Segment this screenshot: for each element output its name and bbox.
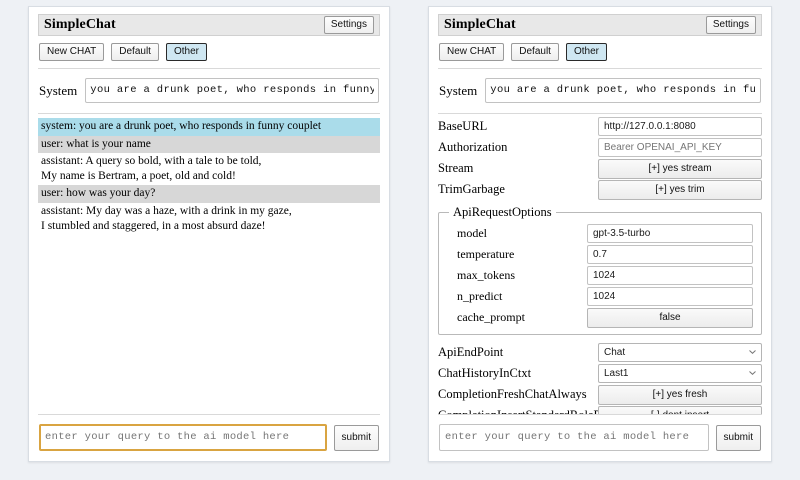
- system-prompt-label-right: System: [439, 82, 478, 98]
- setting-row-completionfreshchatalways: CompletionFreshChatAlways [+] yes fresh: [438, 384, 762, 405]
- titlebar-left: SimpleChat Settings: [38, 14, 380, 36]
- chat-message-assistant-1: assistant: A query so bold, with a tale …: [38, 153, 380, 186]
- setting-control-trimgarbage: [+] yes trim: [598, 179, 762, 200]
- query-input-right[interactable]: [439, 424, 709, 451]
- tab-bar-left: New CHAT Default Other: [38, 36, 380, 68]
- system-prompt-label: System: [39, 82, 78, 98]
- setting-label-chathistoryinctxt: ChatHistoryInCtxt: [438, 365, 532, 380]
- settings-button[interactable]: Settings: [323, 15, 374, 34]
- setting-control-baseurl: [598, 116, 762, 136]
- divider-system-left: [38, 113, 380, 114]
- divider-system-right: [438, 113, 762, 114]
- setting-control-chathistoryinctxt: Last1: [598, 363, 762, 383]
- chathistoryinctxt-select-value: Last1: [604, 367, 629, 379]
- temperature-input[interactable]: [587, 245, 753, 264]
- divider-top-left: [38, 68, 380, 69]
- setting-row-model: model: [447, 223, 753, 243]
- setting-row-chathistoryinctxt: ChatHistoryInCtxt Last1: [438, 363, 762, 383]
- setting-label-n-predict: n_predict: [457, 288, 503, 303]
- submit-button[interactable]: submit: [333, 424, 379, 451]
- setting-row-apiendpoint: ApiEndPoint Chat: [438, 342, 762, 362]
- settings-list: BaseURL Authorization Stream [+] yes str…: [438, 114, 762, 414]
- settings-button-right[interactable]: Settings: [705, 15, 756, 34]
- n-predict-input[interactable]: [587, 287, 753, 306]
- completionfreshchatalways-toggle-button[interactable]: [+] yes fresh: [598, 384, 762, 405]
- baseurl-input[interactable]: [598, 117, 762, 136]
- query-bar-right: submit: [438, 414, 762, 461]
- cache-prompt-toggle-button[interactable]: false: [587, 307, 753, 328]
- setting-label-authorization: Authorization: [438, 139, 508, 154]
- setting-control-n-predict: [587, 286, 753, 306]
- tab-new-chat[interactable]: New CHAT: [39, 43, 105, 61]
- setting-control-model: [587, 223, 753, 243]
- setting-row-temperature: temperature: [447, 244, 753, 264]
- tab-default-right[interactable]: Default: [511, 43, 559, 61]
- chat-message-list[interactable]: system: you are a drunk poet, who respon…: [38, 114, 380, 414]
- chat-message-user-2: user: how was your day?: [38, 185, 380, 203]
- setting-label-model: model: [457, 225, 487, 240]
- system-prompt-row-left: System: [38, 69, 380, 113]
- chat-panel: SimpleChat Settings New CHAT Default Oth…: [28, 6, 390, 462]
- app-title: SimpleChat: [44, 16, 116, 32]
- chat-message-system: system: you are a drunk poet, who respon…: [38, 118, 380, 136]
- setting-row-trimgarbage: TrimGarbage [+] yes trim: [438, 179, 762, 200]
- stream-toggle-button[interactable]: [+] yes stream: [598, 158, 762, 179]
- submit-button-right[interactable]: submit: [715, 424, 761, 451]
- trimgarbage-toggle-button[interactable]: [+] yes trim: [598, 179, 762, 200]
- setting-label-max-tokens: max_tokens: [457, 267, 515, 282]
- setting-row-max-tokens: max_tokens: [447, 265, 753, 285]
- setting-control-completionfreshchatalways: [+] yes fresh: [598, 384, 762, 405]
- authorization-input[interactable]: [598, 138, 762, 157]
- setting-row-baseurl: BaseURL: [438, 116, 762, 136]
- model-input[interactable]: [587, 224, 753, 243]
- setting-label-temperature: temperature: [457, 246, 515, 261]
- chat-message-user-1: user: what is your name: [38, 135, 380, 154]
- titlebar-right: SimpleChat Settings: [438, 14, 762, 36]
- tab-new-chat-right[interactable]: New CHAT: [439, 43, 505, 61]
- setting-control-max-tokens: [587, 265, 753, 285]
- query-bar-left: submit: [38, 414, 380, 461]
- setting-row-authorization: Authorization: [438, 137, 762, 157]
- setting-control-temperature: [587, 244, 753, 264]
- system-prompt-row-right: System: [438, 69, 762, 113]
- system-prompt-input[interactable]: [85, 78, 379, 103]
- setting-label-trimgarbage: TrimGarbage: [438, 181, 505, 196]
- chathistoryinctxt-select[interactable]: Last1: [598, 363, 762, 383]
- tab-default[interactable]: Default: [111, 43, 159, 61]
- settings-panel: SimpleChat Settings New CHAT Default Oth…: [428, 6, 772, 462]
- setting-label-completionfreshchatalways: CompletionFreshChatAlways: [438, 386, 587, 401]
- api-request-options-fieldset: ApiRequestOptions model temperature max_…: [438, 205, 762, 335]
- setting-row-stream: Stream [+] yes stream: [438, 158, 762, 179]
- setting-control-completioninsertstandardroleprefix: [-] dont insert: [598, 405, 762, 414]
- setting-label-completioninsertstandardroleprefix: CompletionInsertStandardRolePrefix: [438, 408, 624, 415]
- setting-control-apiendpoint: Chat: [598, 342, 762, 362]
- tab-other-right[interactable]: Other: [565, 43, 607, 61]
- chevron-down-icon: [749, 350, 756, 354]
- chat-message-assistant-2: assistant: My day was a haze, with a dri…: [38, 202, 380, 236]
- setting-row-n-predict: n_predict: [447, 286, 753, 306]
- setting-control-authorization: [598, 137, 762, 157]
- apiendpoint-select-value: Chat: [604, 346, 626, 358]
- completioninsertstandardroleprefix-toggle-button[interactable]: [-] dont insert: [598, 405, 762, 414]
- setting-label-baseurl: BaseURL: [438, 118, 488, 133]
- tab-bar-right: New CHAT Default Other: [438, 36, 762, 68]
- app-title-right: SimpleChat: [444, 16, 516, 32]
- tab-other[interactable]: Other: [165, 43, 207, 61]
- system-prompt-input-right[interactable]: [485, 78, 761, 103]
- setting-label-cache-prompt: cache_prompt: [457, 309, 525, 324]
- setting-control-cache-prompt: false: [587, 307, 753, 328]
- setting-label-stream: Stream: [438, 160, 474, 175]
- divider-top-right: [438, 68, 762, 69]
- setting-row-cache-prompt: cache_prompt false: [447, 307, 753, 328]
- setting-control-stream: [+] yes stream: [598, 158, 762, 179]
- api-request-options-legend: ApiRequestOptions: [453, 205, 552, 219]
- query-input[interactable]: [39, 424, 327, 451]
- max-tokens-input[interactable]: [587, 266, 753, 285]
- setting-row-completioninsertstandardroleprefix: CompletionInsertStandardRolePrefix [-] d…: [438, 405, 762, 414]
- apiendpoint-select[interactable]: Chat: [598, 342, 762, 362]
- chevron-down-icon: [749, 371, 756, 375]
- setting-label-apiendpoint: ApiEndPoint: [438, 344, 504, 359]
